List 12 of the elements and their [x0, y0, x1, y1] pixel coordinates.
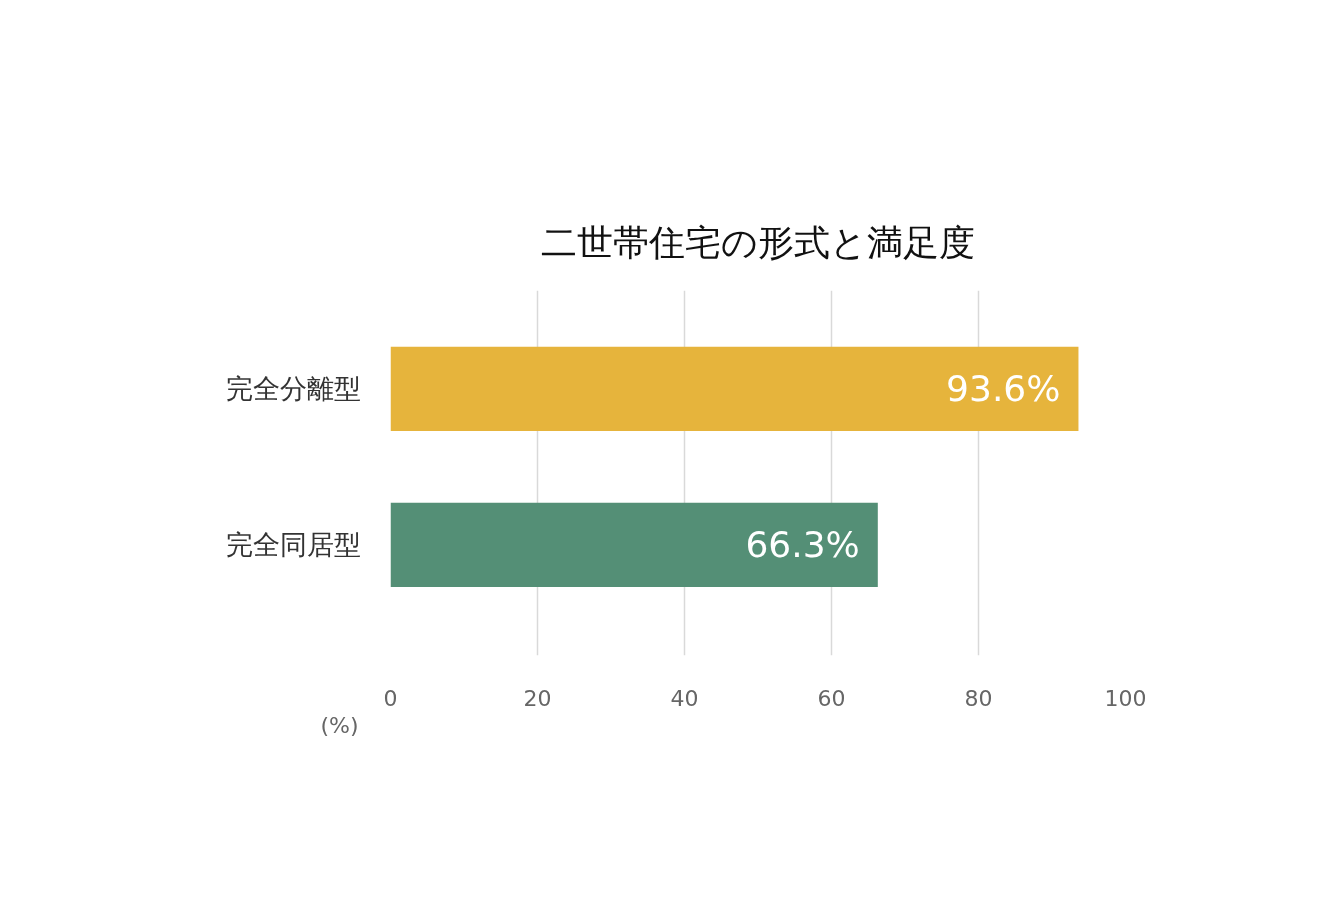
data-label: 66.3%	[745, 524, 860, 566]
data-label: 93.6%	[946, 368, 1061, 410]
chart-title: 二世帯住宅の形式と満足度	[541, 222, 975, 263]
x-tick-label: 40	[670, 685, 699, 711]
y-tick-label: 完全同居型	[225, 529, 361, 561]
x-tick-label: 80	[964, 685, 993, 711]
x-tick-label: 20	[523, 685, 552, 711]
x-tick-label: 60	[817, 685, 846, 711]
y-tick-label: 完全分離型	[225, 373, 361, 405]
x-tick-label: 0	[383, 685, 398, 711]
x-axis-title: (%)	[320, 712, 359, 738]
x-tick-label: 100	[1104, 685, 1147, 711]
